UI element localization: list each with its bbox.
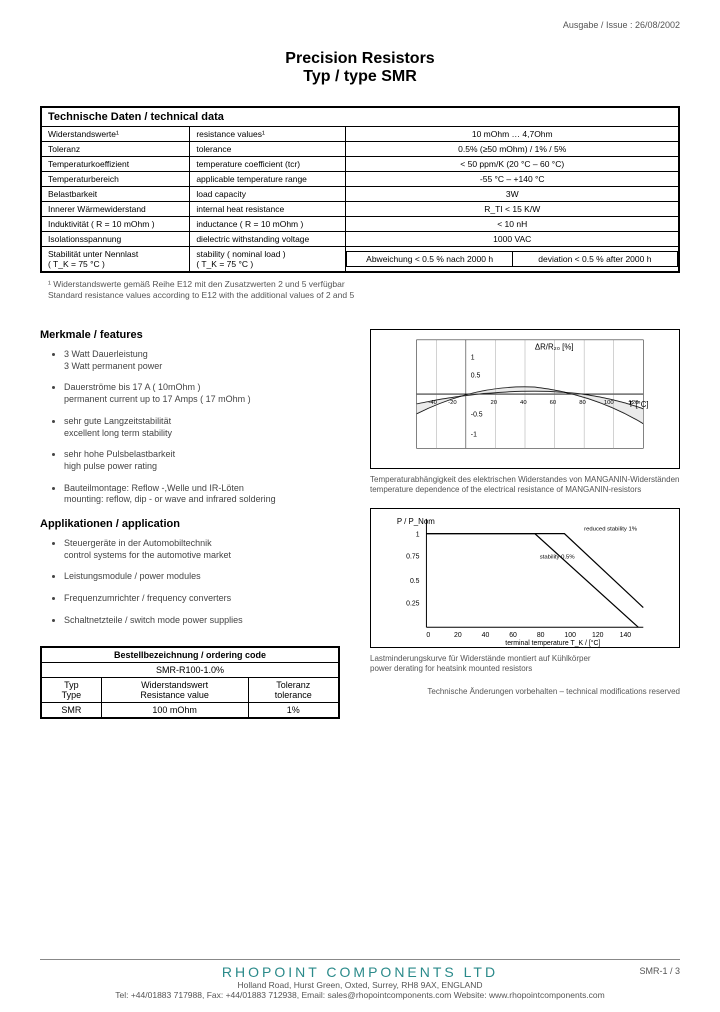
- svg-text:140: 140: [620, 632, 632, 639]
- svg-text:-0.5: -0.5: [471, 412, 483, 419]
- row-val: 10 mOhm … 4,7Ohm: [346, 127, 679, 142]
- disclaimer: Technische Änderungen vorbehalten – tech…: [370, 687, 680, 696]
- row-en: tolerance: [190, 142, 346, 157]
- svg-text:0.75: 0.75: [406, 553, 420, 560]
- row-de: Induktivität ( R = 10 mOhm ): [41, 217, 190, 232]
- company-name: RHOPOINT COMPONENTS LTD: [40, 964, 680, 980]
- application-item: Frequenzumrichter / frequency converters: [64, 593, 350, 605]
- svg-text:0.5: 0.5: [471, 372, 481, 379]
- applications-list: Steuergeräte in der Automobiltechnik con…: [40, 538, 350, 626]
- svg-text:120: 120: [629, 400, 640, 406]
- svg-text:-40: -40: [428, 400, 437, 406]
- applications-heading: Applikationen / application: [40, 518, 350, 530]
- order-col-0: TypType: [41, 678, 101, 703]
- feature-item: Bauteilmontage: Reflow -,Welle und IR-Lö…: [64, 483, 350, 506]
- temperature-chart: ΔR/R₂₀ [%] T [°C] 1 0.5 -0.5 -1 -40 -20 …: [370, 329, 680, 469]
- svg-text:ΔR/R₂₀ [%]: ΔR/R₂₀ [%]: [535, 343, 574, 352]
- stability-val2: deviation < 0.5 % after 2000 h: [512, 252, 677, 267]
- order-head: Bestellbezeichnung / ordering code: [41, 647, 339, 663]
- svg-text:80: 80: [537, 632, 545, 639]
- application-item: Leistungsmodule / power modules: [64, 571, 350, 583]
- row-en: inductance ( R = 10 mOhm ): [190, 217, 346, 232]
- row-val: -55 °C – +140 °C: [346, 172, 679, 187]
- row-en: dielectric withstanding voltage: [190, 232, 346, 247]
- svg-text:terminal temperature T_K / [°C: terminal temperature T_K / [°C]: [505, 639, 600, 647]
- stability-en: stability ( nominal load ) ( T_K = 75 °C…: [190, 247, 346, 273]
- order-example: SMR-R100-1.0%: [41, 663, 339, 678]
- row-de: Temperaturkoeffizient: [41, 157, 190, 172]
- svg-text:-1: -1: [471, 432, 477, 439]
- application-item: Schaltnetzteile / switch mode power supp…: [64, 615, 350, 627]
- row-val: 1000 VAC: [346, 232, 679, 247]
- svg-text:0.25: 0.25: [406, 600, 420, 607]
- order-col-2: Toleranztolerance: [248, 678, 339, 703]
- order-val-1: 100 mOhm: [101, 703, 248, 719]
- svg-text:1: 1: [416, 531, 420, 538]
- row-val: 3W: [346, 187, 679, 202]
- technical-data-table: Technische Daten / technical data Widers…: [40, 106, 680, 273]
- title-block: Precision Resistors Typ / type SMR: [40, 50, 680, 86]
- company-contact: Tel: +44/01883 717988, Fax: +44/01883 71…: [40, 990, 680, 1000]
- row-en: internal heat resistance: [190, 202, 346, 217]
- features-heading: Merkmale / features: [40, 329, 350, 341]
- svg-text:reduced stability 1%: reduced stability 1%: [584, 527, 638, 533]
- svg-text:120: 120: [592, 632, 604, 639]
- row-de: Toleranz: [41, 142, 190, 157]
- svg-text:1: 1: [471, 355, 475, 362]
- order-col-1: WiderstandswertResistance value: [101, 678, 248, 703]
- row-de: Temperaturbereich: [41, 172, 190, 187]
- row-de: Belastbarkeit: [41, 187, 190, 202]
- order-val-0: SMR: [41, 703, 101, 719]
- page-footer: RHOPOINT COMPONENTS LTD Holland Road, Hu…: [40, 959, 680, 1000]
- svg-text:40: 40: [520, 400, 527, 406]
- svg-text:0: 0: [426, 632, 430, 639]
- features-list: 3 Watt Dauerleistung 3 Watt permanent po…: [40, 349, 350, 506]
- feature-item: Dauerströme bis 17 A ( 10mOhm ) permanen…: [64, 382, 350, 405]
- svg-text:100: 100: [604, 400, 615, 406]
- company-address: Holland Road, Hurst Green, Oxted, Surrey…: [40, 980, 680, 990]
- derating-chart: P / P_Nom 1 0.75 0.5 0.25 0 20 40 60 80 …: [370, 508, 680, 648]
- feature-item: sehr gute Langzeitstabilität excellent l…: [64, 416, 350, 439]
- svg-text:60: 60: [509, 632, 517, 639]
- page-number: SMR-1 / 3: [639, 966, 680, 976]
- svg-text:20: 20: [454, 632, 462, 639]
- svg-text:60: 60: [550, 400, 557, 406]
- title-2: Typ / type SMR: [40, 68, 680, 86]
- feature-item: sehr hohe Pulsbelastbarkeit high pulse p…: [64, 449, 350, 472]
- svg-text:stability 0.5%: stability 0.5%: [540, 554, 576, 560]
- row-val: < 50 ppm/K (20 °C – 60 °C): [346, 157, 679, 172]
- row-en: temperature coefficient (tcr): [190, 157, 346, 172]
- row-de: Innerer Wärmewiderstand: [41, 202, 190, 217]
- title-1: Precision Resistors: [40, 50, 680, 68]
- row-en: load capacity: [190, 187, 346, 202]
- svg-text:0.5: 0.5: [410, 578, 420, 585]
- svg-text:-20: -20: [448, 400, 457, 406]
- footnote: ¹ Widerstandswerte gemäß Reihe E12 mit d…: [48, 279, 672, 301]
- svg-text:20: 20: [491, 400, 498, 406]
- feature-item: 3 Watt Dauerleistung 3 Watt permanent po…: [64, 349, 350, 372]
- svg-text:80: 80: [579, 400, 586, 406]
- chart1-caption: Temperaturabhängigkeit des elektrischen …: [370, 475, 680, 496]
- stability-de: Stabilität unter Nennlast ( T_K = 75 °C …: [41, 247, 190, 273]
- row-en: resistance values¹: [190, 127, 346, 142]
- row-de: Widerstandswerte¹: [41, 127, 190, 142]
- row-de: Isolationsspannung: [41, 232, 190, 247]
- row-val: 0.5% (≥50 mOhm) / 1% / 5%: [346, 142, 679, 157]
- row-val: < 10 nH: [346, 217, 679, 232]
- application-item: Steuergeräte in der Automobiltechnik con…: [64, 538, 350, 561]
- row-val: R_TI < 15 K/W: [346, 202, 679, 217]
- chart2-caption: Lastminderungskurve für Widerstände mont…: [370, 654, 680, 675]
- svg-text:100: 100: [564, 632, 576, 639]
- ordering-code-table: Bestellbezeichnung / ordering code SMR-R…: [40, 646, 340, 719]
- order-val-2: 1%: [248, 703, 339, 719]
- svg-text:P / P_Nom: P / P_Nom: [397, 517, 435, 526]
- row-en: applicable temperature range: [190, 172, 346, 187]
- svg-text:40: 40: [482, 632, 490, 639]
- stability-val1: Abweichung < 0.5 % nach 2000 h: [347, 252, 512, 267]
- table-header: Technische Daten / technical data: [41, 107, 679, 127]
- issue-date: Ausgabe / Issue : 26/08/2002: [40, 20, 680, 30]
